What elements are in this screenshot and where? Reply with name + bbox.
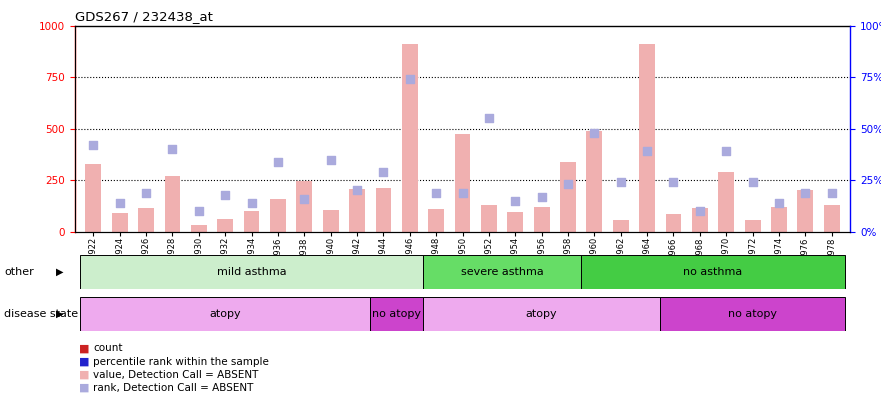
Text: value, Detection Call = ABSENT: value, Detection Call = ABSENT bbox=[93, 369, 259, 380]
Bar bbox=[640, 44, 655, 232]
Point bbox=[429, 189, 443, 196]
Point bbox=[666, 179, 680, 185]
Point bbox=[455, 189, 470, 196]
Point bbox=[245, 200, 259, 206]
Bar bbox=[534, 207, 550, 232]
Point bbox=[614, 179, 628, 185]
Bar bbox=[423, 297, 660, 331]
Point bbox=[192, 208, 206, 214]
Bar bbox=[191, 225, 207, 232]
Text: ■: ■ bbox=[79, 383, 90, 393]
Bar bbox=[244, 211, 260, 232]
Bar bbox=[402, 44, 418, 232]
Point bbox=[139, 189, 153, 196]
Point bbox=[719, 148, 733, 154]
Bar bbox=[824, 205, 840, 232]
Bar bbox=[665, 214, 681, 232]
Point bbox=[350, 187, 364, 194]
Text: atopy: atopy bbox=[210, 309, 241, 319]
Point bbox=[376, 169, 390, 175]
Bar bbox=[270, 199, 285, 232]
Point bbox=[745, 179, 759, 185]
Text: no atopy: no atopy bbox=[728, 309, 777, 319]
Bar bbox=[218, 219, 233, 232]
Bar bbox=[80, 255, 423, 289]
Point bbox=[588, 129, 602, 136]
Bar bbox=[560, 162, 576, 232]
Point bbox=[535, 194, 549, 200]
Text: mild asthma: mild asthma bbox=[217, 267, 286, 277]
Text: percentile rank within the sample: percentile rank within the sample bbox=[93, 356, 270, 367]
Text: rank, Detection Call = ABSENT: rank, Detection Call = ABSENT bbox=[93, 383, 254, 393]
Point bbox=[297, 196, 311, 202]
Point bbox=[218, 191, 233, 198]
Bar bbox=[455, 134, 470, 232]
Text: disease state: disease state bbox=[4, 309, 78, 319]
Text: other: other bbox=[4, 267, 34, 277]
Point bbox=[270, 158, 285, 165]
Text: no asthma: no asthma bbox=[684, 267, 743, 277]
Point bbox=[561, 181, 575, 187]
Bar bbox=[581, 255, 845, 289]
Point bbox=[166, 146, 180, 152]
Bar bbox=[692, 208, 707, 232]
Text: count: count bbox=[93, 343, 122, 354]
Bar bbox=[375, 188, 391, 232]
Text: no atopy: no atopy bbox=[372, 309, 421, 319]
Bar bbox=[744, 220, 760, 232]
Text: severe asthma: severe asthma bbox=[461, 267, 544, 277]
Point bbox=[798, 189, 812, 196]
Bar bbox=[296, 181, 312, 232]
Point bbox=[640, 148, 655, 154]
Bar bbox=[80, 297, 370, 331]
Bar bbox=[507, 212, 523, 232]
Text: ■: ■ bbox=[79, 343, 90, 354]
Bar bbox=[660, 297, 845, 331]
Point bbox=[772, 200, 786, 206]
Text: ▶: ▶ bbox=[56, 309, 63, 319]
Point bbox=[692, 208, 707, 214]
Bar bbox=[797, 190, 813, 232]
Point bbox=[113, 200, 127, 206]
Point bbox=[825, 189, 839, 196]
Bar bbox=[349, 189, 365, 232]
Point bbox=[482, 115, 496, 122]
Text: ▶: ▶ bbox=[56, 267, 63, 277]
Bar bbox=[428, 209, 444, 232]
Bar bbox=[423, 255, 581, 289]
Point bbox=[323, 156, 337, 163]
Bar bbox=[718, 172, 734, 232]
Point bbox=[508, 198, 522, 204]
Point bbox=[403, 76, 417, 82]
Bar bbox=[481, 205, 497, 232]
Bar bbox=[613, 220, 629, 232]
Text: ■: ■ bbox=[79, 369, 90, 380]
Text: atopy: atopy bbox=[526, 309, 558, 319]
Text: GDS267 / 232438_at: GDS267 / 232438_at bbox=[75, 10, 212, 23]
Bar bbox=[771, 207, 787, 232]
Bar bbox=[165, 176, 181, 232]
Bar bbox=[112, 213, 128, 232]
Bar bbox=[138, 208, 154, 232]
Bar bbox=[85, 164, 101, 232]
Point bbox=[86, 142, 100, 148]
Bar bbox=[370, 297, 423, 331]
Bar bbox=[587, 131, 603, 232]
Text: ■: ■ bbox=[79, 356, 90, 367]
Bar bbox=[322, 210, 338, 232]
